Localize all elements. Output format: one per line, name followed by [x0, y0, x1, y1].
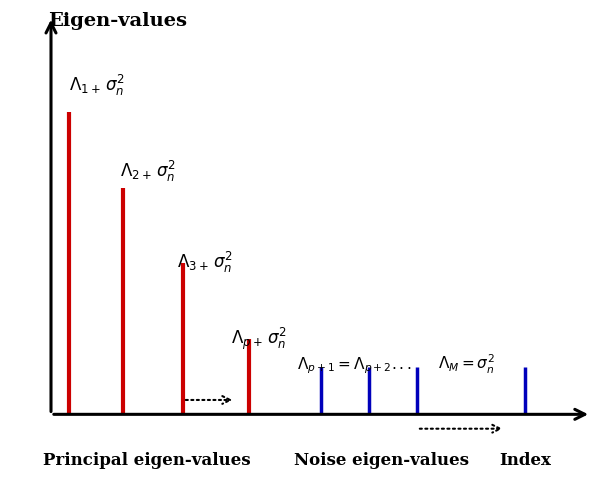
Text: $\Lambda_{3+}\, \sigma_n^2$: $\Lambda_{3+}\, \sigma_n^2$ — [177, 251, 233, 275]
Text: $\Lambda_{2+}\, \sigma_n^2$: $\Lambda_{2+}\, \sigma_n^2$ — [120, 160, 176, 184]
Text: Index: Index — [499, 453, 551, 469]
Text: $\Lambda_M= \sigma_n^2$: $\Lambda_M= \sigma_n^2$ — [438, 353, 495, 376]
Text: Principal eigen-values: Principal eigen-values — [43, 453, 251, 469]
Text: $\Lambda_{1+}\, \sigma_n^2$: $\Lambda_{1+}\, \sigma_n^2$ — [69, 73, 125, 98]
Text: Noise eigen-values: Noise eigen-values — [293, 453, 469, 469]
Text: Eigen-values: Eigen-values — [48, 12, 187, 30]
Text: $\Lambda_{p+1}= \Lambda_{p+2}...$: $\Lambda_{p+1}= \Lambda_{p+2}...$ — [297, 355, 412, 376]
Text: $\Lambda_{p+}\, \sigma_n^2$: $\Lambda_{p+}\, \sigma_n^2$ — [231, 326, 287, 352]
